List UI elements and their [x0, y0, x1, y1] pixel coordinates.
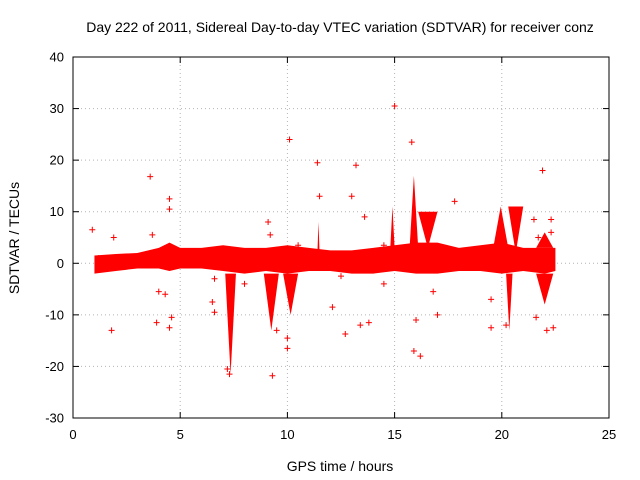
- data-point: [211, 309, 218, 316]
- data-point: [417, 353, 424, 360]
- data-point: [413, 317, 420, 324]
- data-point: [284, 345, 291, 352]
- data-point: [548, 216, 555, 223]
- data-point: [357, 322, 364, 329]
- y-tick-label: 20: [50, 153, 64, 168]
- data-point: [166, 206, 173, 213]
- data-point: [539, 167, 546, 174]
- y-tick-label: -10: [45, 307, 64, 322]
- data-point: [95, 255, 102, 262]
- data-point: [166, 195, 173, 202]
- data-point: [153, 319, 160, 326]
- data-point: [488, 296, 495, 303]
- x-axis-label: GPS time / hours: [287, 458, 394, 474]
- data-point: [530, 216, 537, 223]
- data-point: [284, 335, 291, 342]
- data-feature: [390, 206, 395, 248]
- data-point: [533, 314, 540, 321]
- data-point: [348, 193, 355, 200]
- y-tick-label: 10: [50, 204, 64, 219]
- data-point: [380, 242, 387, 249]
- data-feature: [508, 206, 524, 253]
- data-point: [211, 275, 218, 282]
- y-tick-label: 30: [50, 101, 64, 116]
- data-feature: [409, 175, 419, 248]
- data-point: [162, 291, 169, 298]
- data-point: [314, 159, 321, 166]
- data-point: [361, 257, 368, 264]
- x-tick-label: 5: [177, 427, 184, 442]
- data-point: [503, 322, 510, 329]
- data-feature: [506, 273, 513, 331]
- data-point: [316, 193, 323, 200]
- data-feature: [536, 232, 554, 248]
- data-point: [329, 304, 336, 311]
- data-point: [166, 324, 173, 331]
- data-point: [451, 198, 458, 205]
- data-point: [391, 102, 398, 109]
- data-feature: [493, 206, 509, 248]
- data-point: [110, 234, 117, 241]
- data-feature: [418, 211, 438, 248]
- y-tick-label: 40: [50, 50, 64, 65]
- data-point: [168, 314, 175, 321]
- data-point: [149, 231, 156, 238]
- data-point: [380, 280, 387, 287]
- x-tick-label: 15: [387, 427, 401, 442]
- y-axis-label: SDTVAR / TECUs: [6, 182, 22, 294]
- y-tick-label: -30: [45, 411, 64, 426]
- data-point: [265, 219, 272, 226]
- data-point: [430, 288, 437, 295]
- data-point: [108, 327, 115, 334]
- data-point: [408, 139, 415, 146]
- x-tick-label: 10: [280, 427, 294, 442]
- data-point: [155, 288, 162, 295]
- data-point: [147, 173, 154, 180]
- x-tick-label: 20: [495, 427, 509, 442]
- data-point: [353, 162, 360, 169]
- data-point: [209, 298, 216, 305]
- data-point: [224, 366, 231, 373]
- axis-ticks: 0 5 10 15 20 25 -30 -20 -10 0 10 20 30 40: [45, 50, 616, 443]
- data-point: [273, 327, 280, 334]
- data-point: [89, 226, 96, 233]
- data-point: [543, 327, 550, 334]
- data-point: [548, 229, 555, 236]
- data-feature: [225, 273, 236, 375]
- grid: [73, 57, 609, 418]
- data-point: [342, 330, 349, 337]
- x-tick-label: 0: [69, 427, 76, 442]
- plot-frame: [72, 56, 610, 419]
- data-point: [488, 324, 495, 331]
- data-feature: [263, 273, 279, 331]
- data-point: [550, 324, 557, 331]
- data-point: [267, 231, 274, 238]
- data-point: [361, 213, 368, 220]
- data-point: [434, 311, 441, 318]
- data-point: [541, 280, 548, 287]
- data-point: [269, 372, 276, 379]
- data-points: [89, 102, 557, 379]
- data-feature: [536, 273, 554, 305]
- y-tick-label: -20: [45, 359, 64, 374]
- data-feature: [317, 222, 320, 253]
- x-tick-label: 25: [602, 427, 616, 442]
- chart-title: Day 222 of 2011, Sidereal Day-to-day VTE…: [86, 19, 594, 35]
- data-point: [410, 347, 417, 354]
- data-band: [94, 175, 556, 375]
- data-point: [295, 242, 302, 249]
- data-point: [365, 319, 372, 326]
- data-point: [338, 273, 344, 280]
- data-band-area: [94, 242, 556, 274]
- data-point: [535, 234, 542, 241]
- data-point: [226, 371, 233, 378]
- data-feature: [283, 273, 299, 315]
- data-point: [241, 280, 248, 287]
- y-tick-label: 0: [57, 256, 64, 271]
- data-point: [286, 136, 293, 143]
